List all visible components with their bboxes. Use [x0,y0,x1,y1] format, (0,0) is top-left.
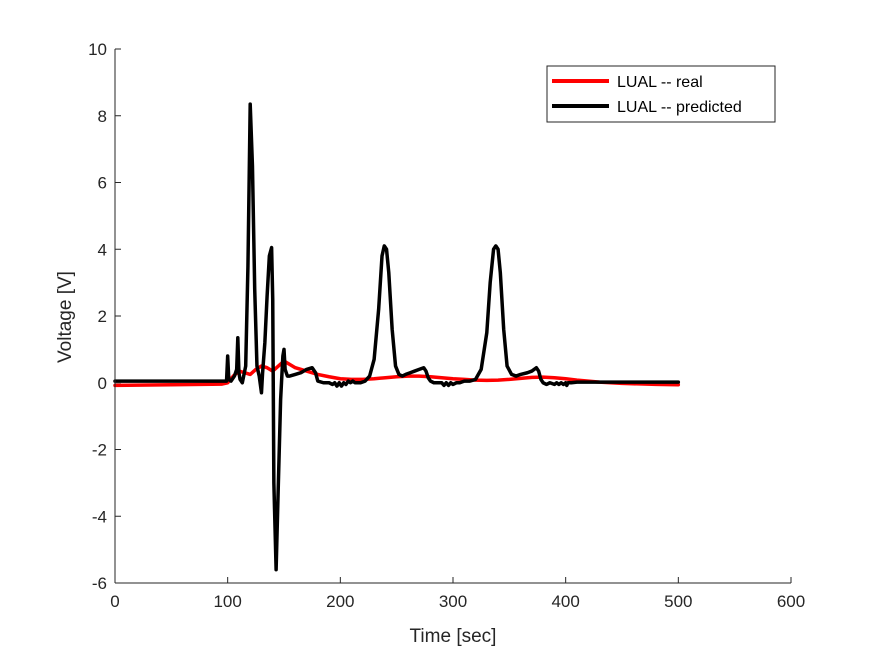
y-tick-label: 6 [98,174,107,193]
x-tick-label: 400 [551,592,579,611]
ticks: 0 100 200 300 400 500 600 -6 -4 -2 0 2 4 6 8 10 [88,40,805,611]
y-tick-label: 10 [88,40,107,59]
legend-label-real: LUAL -- real [617,74,703,91]
x-tick-label: 600 [777,592,805,611]
x-tick-label: 100 [213,592,241,611]
y-tick-label: -6 [92,574,107,593]
y-tick-label: 4 [98,240,107,259]
x-axis-label: Time [sec] [410,626,497,647]
x-tick-label: 200 [326,592,354,611]
y-axis-label: Voltage [V] [55,271,76,363]
y-tick-label: -2 [92,441,107,460]
series-line-predicted [113,102,681,572]
y-tick-label: -4 [92,507,107,526]
x-tick-label: 500 [664,592,692,611]
x-tick-label: 0 [110,592,119,611]
x-tick-label: 300 [439,592,467,611]
y-tick-label: 2 [98,307,107,326]
plot-lines [113,102,681,572]
legend: LUAL -- real LUAL -- predicted [546,65,776,123]
series-line-real [113,359,681,388]
legend-label-predicted: LUAL -- predicted [617,99,742,116]
legend-box [546,65,776,123]
y-tick-label: 0 [98,374,107,393]
y-tick-label: 8 [98,107,107,126]
